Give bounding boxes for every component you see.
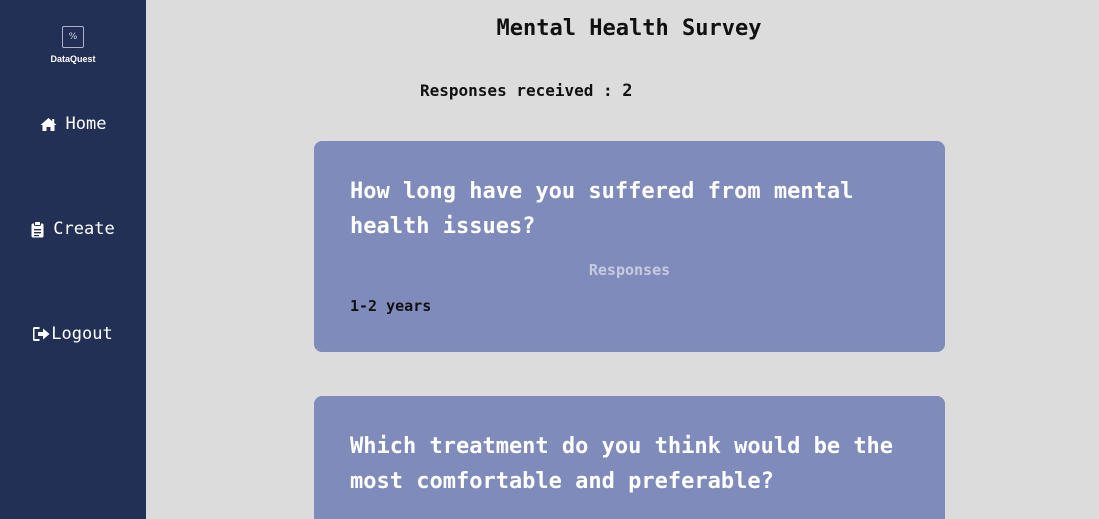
question-text: Which treatment do you think would be th…: [350, 434, 894, 494]
logo-percent-icon: %: [62, 26, 84, 48]
responses-received: Responses received : 2: [420, 81, 633, 101]
app-name: DataQuest: [50, 54, 96, 64]
responses-received-label: Responses received :: [420, 81, 623, 100]
logo[interactable]: % DataQuest: [0, 24, 146, 64]
sidebar-item-label: Logout: [51, 324, 113, 344]
sidebar-item-label: Home: [65, 114, 107, 134]
sidebar-item-label: Create: [53, 219, 115, 239]
responses-received-count: 2: [622, 81, 633, 101]
question-card: Which treatment do you think would be th…: [314, 396, 945, 519]
question-text: How long have you suffered from mental h…: [350, 179, 854, 239]
sign-out-icon: [33, 327, 50, 341]
response-item: 1-2 years: [350, 297, 432, 315]
sidebar-item-create[interactable]: Create: [0, 214, 146, 244]
sidebar-item-home[interactable]: Home: [0, 109, 146, 139]
page-title: Mental Health Survey: [496, 16, 762, 41]
home-icon: [40, 117, 57, 132]
responses-heading: Responses: [588, 261, 671, 279]
question-card: How long have you suffered from mental h…: [314, 141, 945, 352]
sidebar: % DataQuest Home Cr: [0, 0, 146, 519]
main-content: Mental Health Survey Responses received …: [146, 0, 1099, 519]
sidebar-item-logout[interactable]: Logout: [0, 319, 146, 349]
clipboard-icon: [31, 220, 44, 238]
